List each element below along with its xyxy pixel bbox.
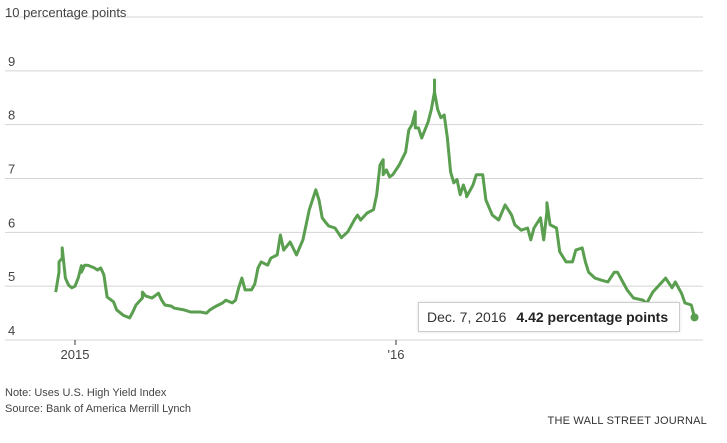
tooltip-date: Dec. 7, 2016 [427,309,507,325]
y-axis: 4 5 6 7 8 9 [8,54,15,338]
tooltip: Dec. 7, 2016 4.42 percentage points [418,302,680,332]
y-tick-label: 6 [8,215,15,230]
y-tick-label: 4 [8,323,15,338]
y-tick-label: 7 [8,162,15,177]
last-point-marker[interactable] [690,313,699,322]
x-tick-label: 2015 [61,347,90,362]
x-tick-label: '16 [388,347,405,362]
y-tick-label: 8 [8,108,15,123]
chart-title: 10 percentage points [5,5,127,20]
note-text: Note: Uses U.S. High Yield Index [5,387,167,399]
y-tick-label: 5 [8,269,15,284]
x-axis: 2015 '16 [61,340,405,362]
source-text: Source: Bank of America Merrill Lynch [5,403,192,415]
publisher-logo: THE WALL STREET JOURNAL [547,415,707,427]
gridlines [5,16,703,341]
y-tick-label: 9 [8,54,15,69]
series-line [54,78,696,320]
tooltip-value: 4.42 percentage points [516,309,669,325]
